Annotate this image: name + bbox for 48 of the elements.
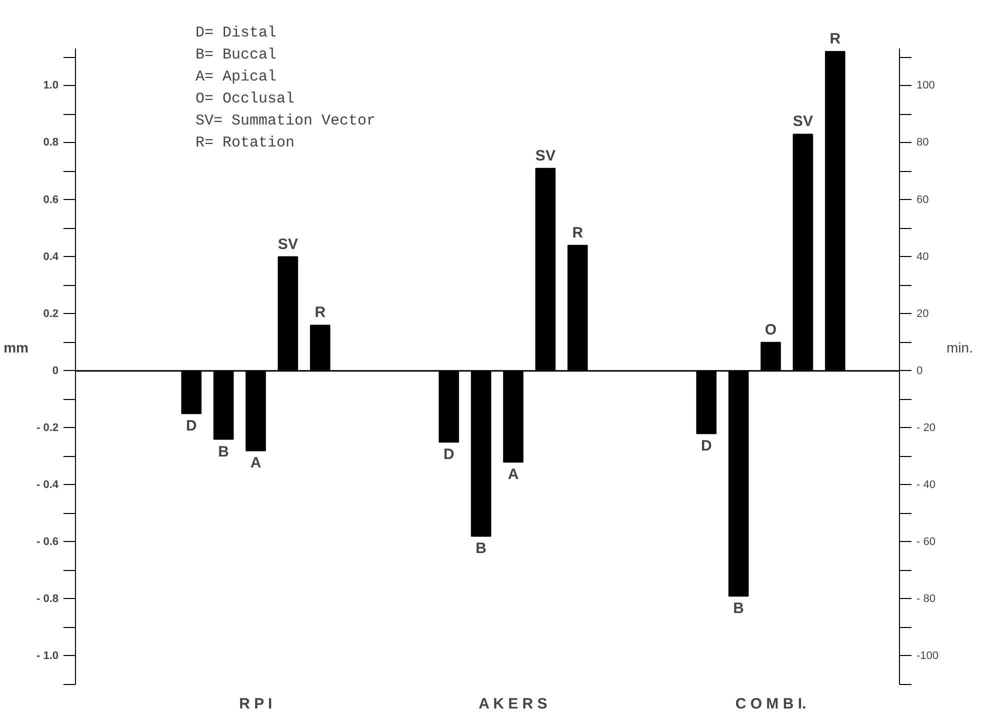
series-label: D [186, 418, 197, 435]
y2-tick-label: 20 [916, 308, 929, 320]
text: SV [792, 113, 813, 130]
y2-tick-label: 100 [916, 80, 935, 92]
y-tick-label: - 0.4 [36, 478, 60, 491]
text: B [733, 600, 744, 618]
y-tick-label: 0.6 [43, 194, 59, 206]
annotation: O= Occlusal [196, 90, 295, 108]
y-tick-label: 0.8 [43, 136, 59, 149]
y2-tick-label: 0 [916, 364, 923, 377]
text: D [700, 438, 712, 455]
annotation: B= Buccal [196, 46, 277, 64]
text: A [508, 466, 519, 484]
series-label: A [250, 454, 262, 472]
y2-tick-label: - 60 [916, 536, 936, 548]
text: D= Distal [196, 24, 277, 42]
series-label: B [218, 443, 230, 460]
y2-tick-label: 40 [916, 250, 929, 263]
y2-tick-label: -100 [916, 650, 939, 662]
y-tick-label: 0 [52, 364, 59, 377]
y2-tick-label: - 20 [916, 422, 936, 434]
y-tick-label: - 0.6 [36, 536, 59, 548]
x-tick-label: R P I [239, 696, 272, 712]
x-tick-label: A K E R S [478, 696, 548, 712]
y2-tick-label: 80 [916, 136, 929, 149]
y-tick-label: - 0.2 [36, 422, 59, 434]
y-tick-label: - 0.8 [36, 592, 59, 605]
series-label: SV [278, 236, 298, 253]
annotation: A= Apical [196, 68, 277, 86]
text: R [572, 224, 584, 242]
y-axis-title: mm [4, 340, 28, 356]
series-label: O [764, 321, 777, 338]
x-tick-label: C O M B I. [735, 696, 806, 712]
annotation: SV= Summation Vector [196, 112, 376, 130]
y2-tick-label: 60 [916, 194, 929, 206]
y-tick-label: 0.2 [43, 308, 59, 320]
y-tick-label: 1.0 [43, 80, 59, 92]
text: SV [535, 147, 556, 164]
y-tick-label: - 1.0 [36, 650, 59, 662]
text: D [443, 446, 454, 464]
y-tick-label: 0.4 [43, 250, 60, 263]
series-label: R [314, 304, 326, 322]
annotation: R= Rotation [196, 134, 295, 152]
text: R [830, 30, 841, 48]
text: B [476, 540, 486, 558]
y2-tick-label: - 40 [916, 478, 936, 491]
y2-tick-label: - 80 [916, 592, 936, 605]
y2-axis-title: min. [946, 340, 973, 356]
